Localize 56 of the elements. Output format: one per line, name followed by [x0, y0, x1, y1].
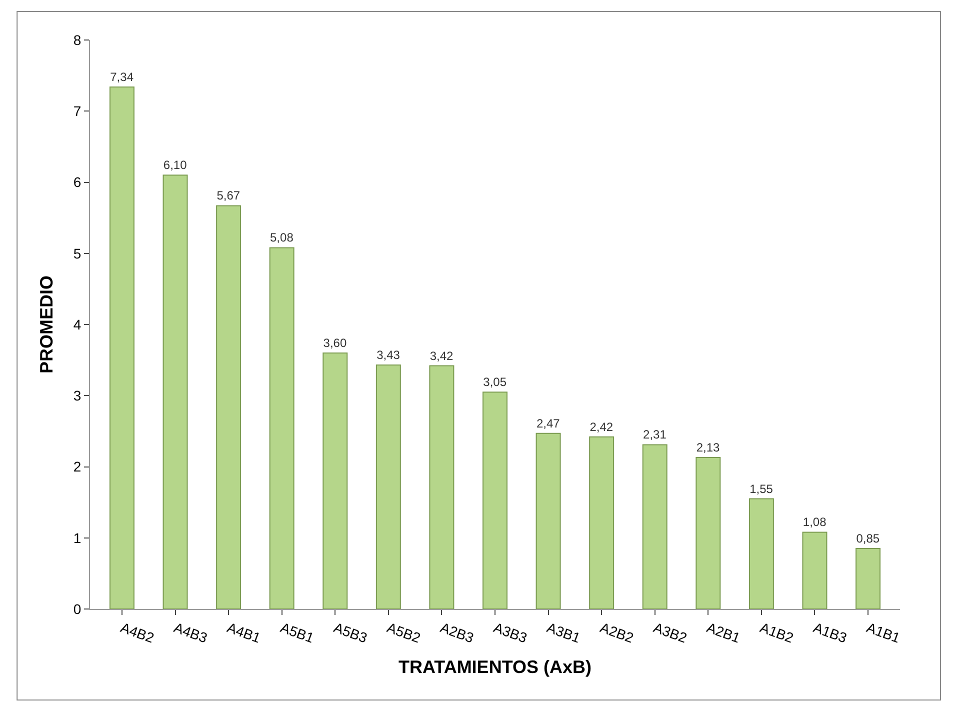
bar	[642, 444, 668, 609]
x-axis-title: TRATAMIENTOS (AxB)	[398, 657, 592, 678]
x-tick-label: A3B3	[492, 619, 530, 646]
x-tick-label: A3B2	[651, 619, 690, 646]
data-label: 3,05	[483, 375, 507, 390]
bar	[536, 432, 561, 609]
x-tick-label: A1B1	[864, 619, 902, 646]
bar	[109, 86, 134, 609]
bar	[322, 352, 348, 609]
y-tick-label: 7	[73, 103, 82, 120]
data-label: 3,60	[323, 336, 347, 350]
y-tick-label: 6	[73, 174, 82, 190]
bar	[589, 436, 614, 609]
data-label: 2,31	[643, 428, 667, 442]
data-label: 7,34	[110, 70, 134, 84]
data-label: 6,10	[163, 158, 188, 172]
bar	[429, 365, 454, 609]
y-tick-label: 4	[73, 316, 82, 332]
bar	[802, 532, 828, 609]
x-tick-label: A5B1	[278, 619, 316, 646]
bar	[269, 247, 294, 609]
x-tick-label: A2B2	[598, 619, 636, 646]
y-tick-label: 5	[73, 245, 82, 262]
data-label: 2,13	[696, 440, 720, 454]
x-tick-label: A4B2	[118, 619, 156, 646]
x-tick-label: A5B2	[385, 619, 423, 646]
y-axis-title: PROMEDIO	[36, 275, 57, 374]
data-label: 1,08	[802, 515, 827, 530]
y-tick-label: 3	[73, 388, 82, 404]
x-tick-label: A1B2	[758, 619, 796, 646]
bar	[376, 364, 401, 609]
x-tick-label: A2B1	[704, 619, 743, 646]
x-tick-label: A2B3	[438, 619, 476, 646]
y-tick-label: 2	[73, 458, 82, 475]
bar	[162, 174, 188, 609]
data-label: 3,43	[376, 348, 400, 362]
x-tick-label: A5B3	[332, 619, 370, 646]
y-tick-label: 0	[73, 600, 82, 617]
data-label: 2,47	[536, 416, 560, 430]
y-tick-label: 8	[73, 32, 82, 48]
data-label: 3,42	[430, 348, 454, 363]
x-tick-label: A4B3	[172, 619, 210, 646]
data-label: 0,85	[856, 532, 880, 546]
data-label: 2,42	[590, 420, 614, 434]
x-tick-label: A4B1	[225, 619, 263, 646]
bar	[696, 457, 721, 609]
bar	[856, 548, 881, 609]
data-label: 1,55	[750, 482, 774, 496]
data-label: 5,67	[216, 188, 240, 203]
x-tick-label: A3B1	[544, 619, 583, 646]
y-tick-label: 1	[73, 530, 82, 546]
x-tick-label: A1B3	[811, 619, 850, 646]
data-label: 5,08	[270, 230, 294, 245]
bar	[216, 205, 242, 609]
bar	[482, 392, 508, 609]
bar	[748, 498, 774, 609]
